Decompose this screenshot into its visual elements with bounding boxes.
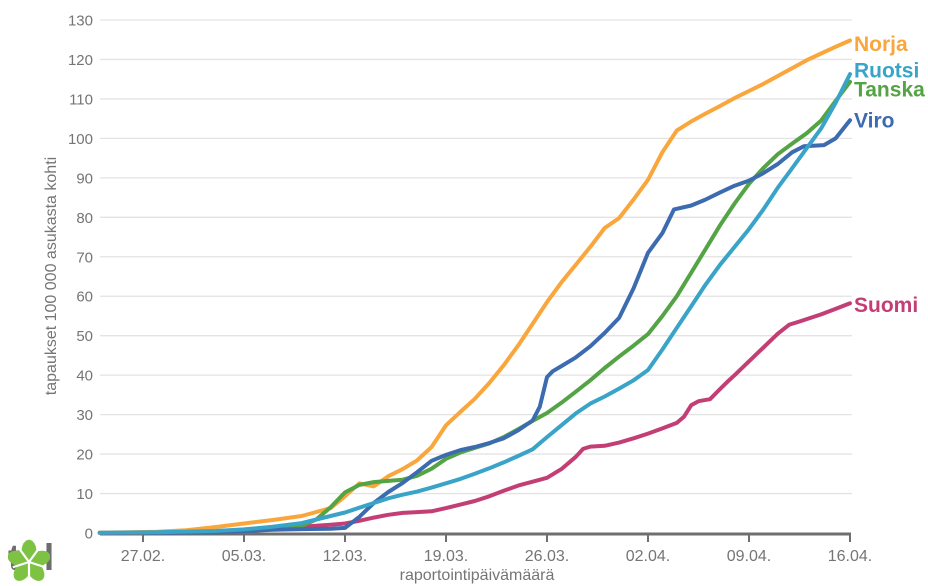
y-tick-label: 70 [76, 249, 93, 266]
y-axis-title: tapaukset 100 000 asukasta kohti [43, 157, 60, 395]
thl-logo: thl [8, 539, 55, 581]
y-tick-label: 110 [69, 91, 93, 108]
series-line-viro [141, 118, 852, 535]
y-tick-label: 20 [76, 447, 93, 464]
x-axis-title: raportointipäivämäärä [400, 567, 555, 584]
x-tick-label: 27.02. [121, 548, 165, 565]
series-label-viro: Viro [854, 110, 894, 133]
y-tick-label: 40 [76, 368, 93, 385]
x-tick-label: 09.04. [727, 548, 771, 565]
x-tick-label: 16.04. [828, 548, 872, 565]
gridlines [100, 19, 852, 495]
series-line-tanska [141, 79, 852, 535]
series-line-ruotsi [97, 72, 852, 535]
x-tick-label: 12.03. [323, 548, 367, 565]
y-tick-label: 0 [85, 526, 93, 543]
series-label-norja: Norja [854, 33, 908, 56]
y-tick-label: 10 [76, 486, 93, 503]
series-lines [97, 38, 852, 535]
y-tick-label: 50 [76, 328, 93, 345]
x-tick-label: 26.03. [525, 548, 569, 565]
tick-labels: 0 10 20 30 40 50 60 70 80 90 100 110 120 130 27.02. 05.… [68, 12, 872, 565]
x-tick-label: 05.03. [222, 548, 266, 565]
series-line-norja [97, 38, 852, 535]
series-label-suomi: Suomi [854, 294, 918, 317]
series-label-tanska: Tanska [854, 78, 925, 101]
x-tick-label: 02.04. [626, 548, 670, 565]
y-tick-label: 60 [76, 289, 93, 306]
y-tick-label: 90 [76, 170, 93, 187]
x-tick-label: 19.03. [424, 548, 468, 565]
series-end-labels: Suomi Norja Tanska Viro Ruotsi [854, 33, 925, 317]
thl-flower-icon [8, 539, 50, 581]
series-label-ruotsi: Ruotsi [854, 60, 919, 83]
axes [100, 532, 851, 542]
y-tick-label: 100 [68, 131, 93, 148]
y-tick-label: 30 [76, 407, 93, 424]
y-tick-label: 120 [68, 52, 93, 69]
y-tick-label: 80 [76, 210, 93, 227]
series-line-suomi [97, 301, 852, 535]
y-tick-label: 130 [68, 12, 93, 29]
